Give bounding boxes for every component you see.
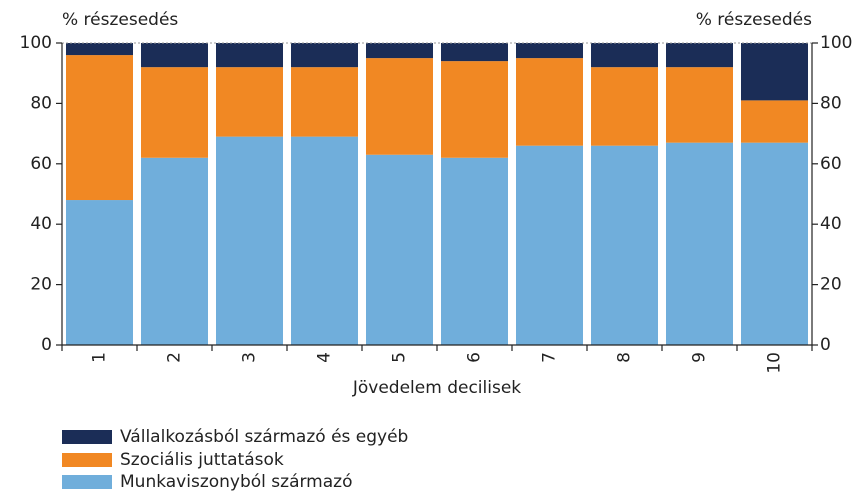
bar-segment: [66, 55, 133, 201]
legend-swatch: [62, 453, 112, 467]
bar-segment: [741, 43, 808, 101]
y-tick-label: 100: [20, 33, 52, 53]
y-tick-label: 20: [30, 275, 52, 295]
bar-segment: [216, 136, 283, 345]
bar-segment: [591, 145, 658, 345]
legend-label: Szociális juttatások: [120, 450, 284, 470]
bar-segment: [441, 61, 508, 158]
bar-segment: [141, 43, 208, 68]
y2-tick-label: 40: [820, 214, 842, 234]
bar-segment: [66, 43, 133, 56]
bar-segment: [291, 43, 358, 68]
bar-segment: [741, 142, 808, 345]
x-tick-label: 5: [390, 352, 410, 363]
legend-swatch: [62, 475, 112, 489]
bar-segment: [441, 43, 508, 62]
bar-segment: [366, 43, 433, 59]
legend-label: Vállalkozásból származó és egyéb: [120, 427, 408, 447]
y2-tick-label: 20: [820, 275, 842, 295]
x-axis-label: Jövedelem decilisek: [352, 378, 521, 398]
bar-segment: [216, 67, 283, 137]
bar-segment: [141, 157, 208, 345]
y2-tick-label: 80: [820, 93, 842, 113]
x-tick-label: 8: [615, 352, 635, 363]
x-tick-label: 2: [165, 352, 185, 363]
y-tick-label: 0: [41, 335, 52, 355]
x-tick-label: 9: [690, 352, 710, 363]
bar-segment: [141, 67, 208, 158]
y2-axis-label: % részesedés: [696, 10, 812, 30]
bar-segment: [666, 67, 733, 143]
bar-segment: [666, 142, 733, 345]
bar-segment: [291, 136, 358, 345]
x-tick-label: 4: [315, 352, 335, 363]
y2-tick-label: 60: [820, 154, 842, 174]
y2-tick-label: 100: [820, 33, 852, 53]
bar-segment: [516, 58, 583, 146]
bar-segment: [591, 43, 658, 68]
bar-segment: [666, 43, 733, 68]
y-tick-label: 80: [30, 93, 52, 113]
x-tick-label: 10: [765, 352, 785, 374]
bar-segment: [366, 154, 433, 345]
x-tick-label: 6: [465, 352, 485, 363]
x-tick-label: 7: [540, 352, 560, 363]
legend-swatch: [62, 430, 112, 444]
bar-segment: [516, 145, 583, 345]
bar-segment: [741, 100, 808, 143]
legend-label: Munkaviszonyból származó: [120, 472, 353, 492]
bar-segment: [291, 67, 358, 137]
y-tick-label: 40: [30, 214, 52, 234]
bar-segment: [366, 58, 433, 155]
bar-segment: [216, 43, 283, 68]
x-tick-label: 1: [90, 352, 110, 363]
bar-segment: [66, 200, 133, 345]
x-tick-label: 3: [240, 352, 260, 363]
bar-segment: [591, 67, 658, 146]
y2-tick-label: 0: [820, 335, 831, 355]
y-axis-label: % részesedés: [62, 10, 178, 30]
y-tick-label: 60: [30, 154, 52, 174]
bar-segment: [441, 157, 508, 345]
bar-segment: [516, 43, 583, 59]
